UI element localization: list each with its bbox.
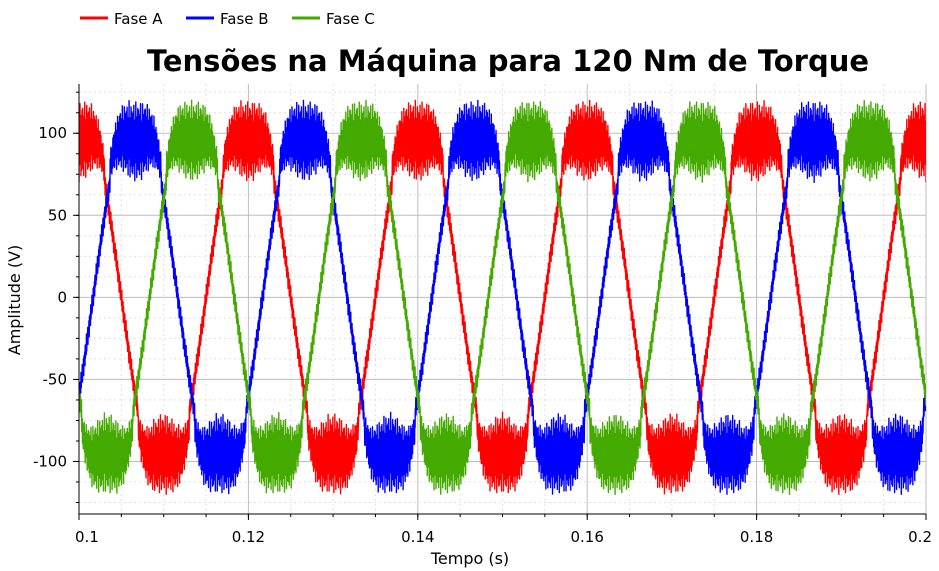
x-ticks: 0.1 0.12 0.14 0.16 0.18 0.2	[75, 514, 932, 546]
legend-label-fase-a: Fase A	[114, 10, 163, 28]
y-tick-label: 0	[57, 288, 67, 306]
legend-item-fase-b: Fase B	[186, 10, 269, 28]
series-group	[79, 99, 926, 496]
y-tick-label: 50	[48, 206, 67, 224]
legend-item-fase-c: Fase C	[292, 10, 375, 28]
legend-label-fase-b: Fase B	[220, 10, 269, 28]
y-ticks: 100 50 0 -50 -100	[33, 91, 79, 504]
y-tick-label: 100	[38, 124, 67, 142]
x-tick-label: 0.16	[570, 528, 603, 546]
y-axis-label: Amplitude (V)	[5, 245, 24, 356]
series-line-fase-c	[79, 99, 926, 496]
x-tick-label: 0.1	[75, 528, 99, 546]
y-tick-label: -100	[33, 452, 67, 470]
legend-label-fase-c: Fase C	[326, 10, 375, 28]
x-tick-label: 0.12	[232, 528, 265, 546]
x-axis-label: Tempo (s)	[430, 549, 509, 568]
chart-title: Tensões na Máquina para 120 Nm de Torque	[147, 44, 869, 78]
legend: Fase A Fase B Fase C	[80, 10, 375, 28]
x-tick-label: 0.2	[908, 528, 932, 546]
x-tick-label: 0.18	[740, 528, 773, 546]
y-tick-label: -50	[43, 370, 68, 388]
x-tick-label: 0.14	[401, 528, 434, 546]
legend-item-fase-a: Fase A	[80, 10, 163, 28]
